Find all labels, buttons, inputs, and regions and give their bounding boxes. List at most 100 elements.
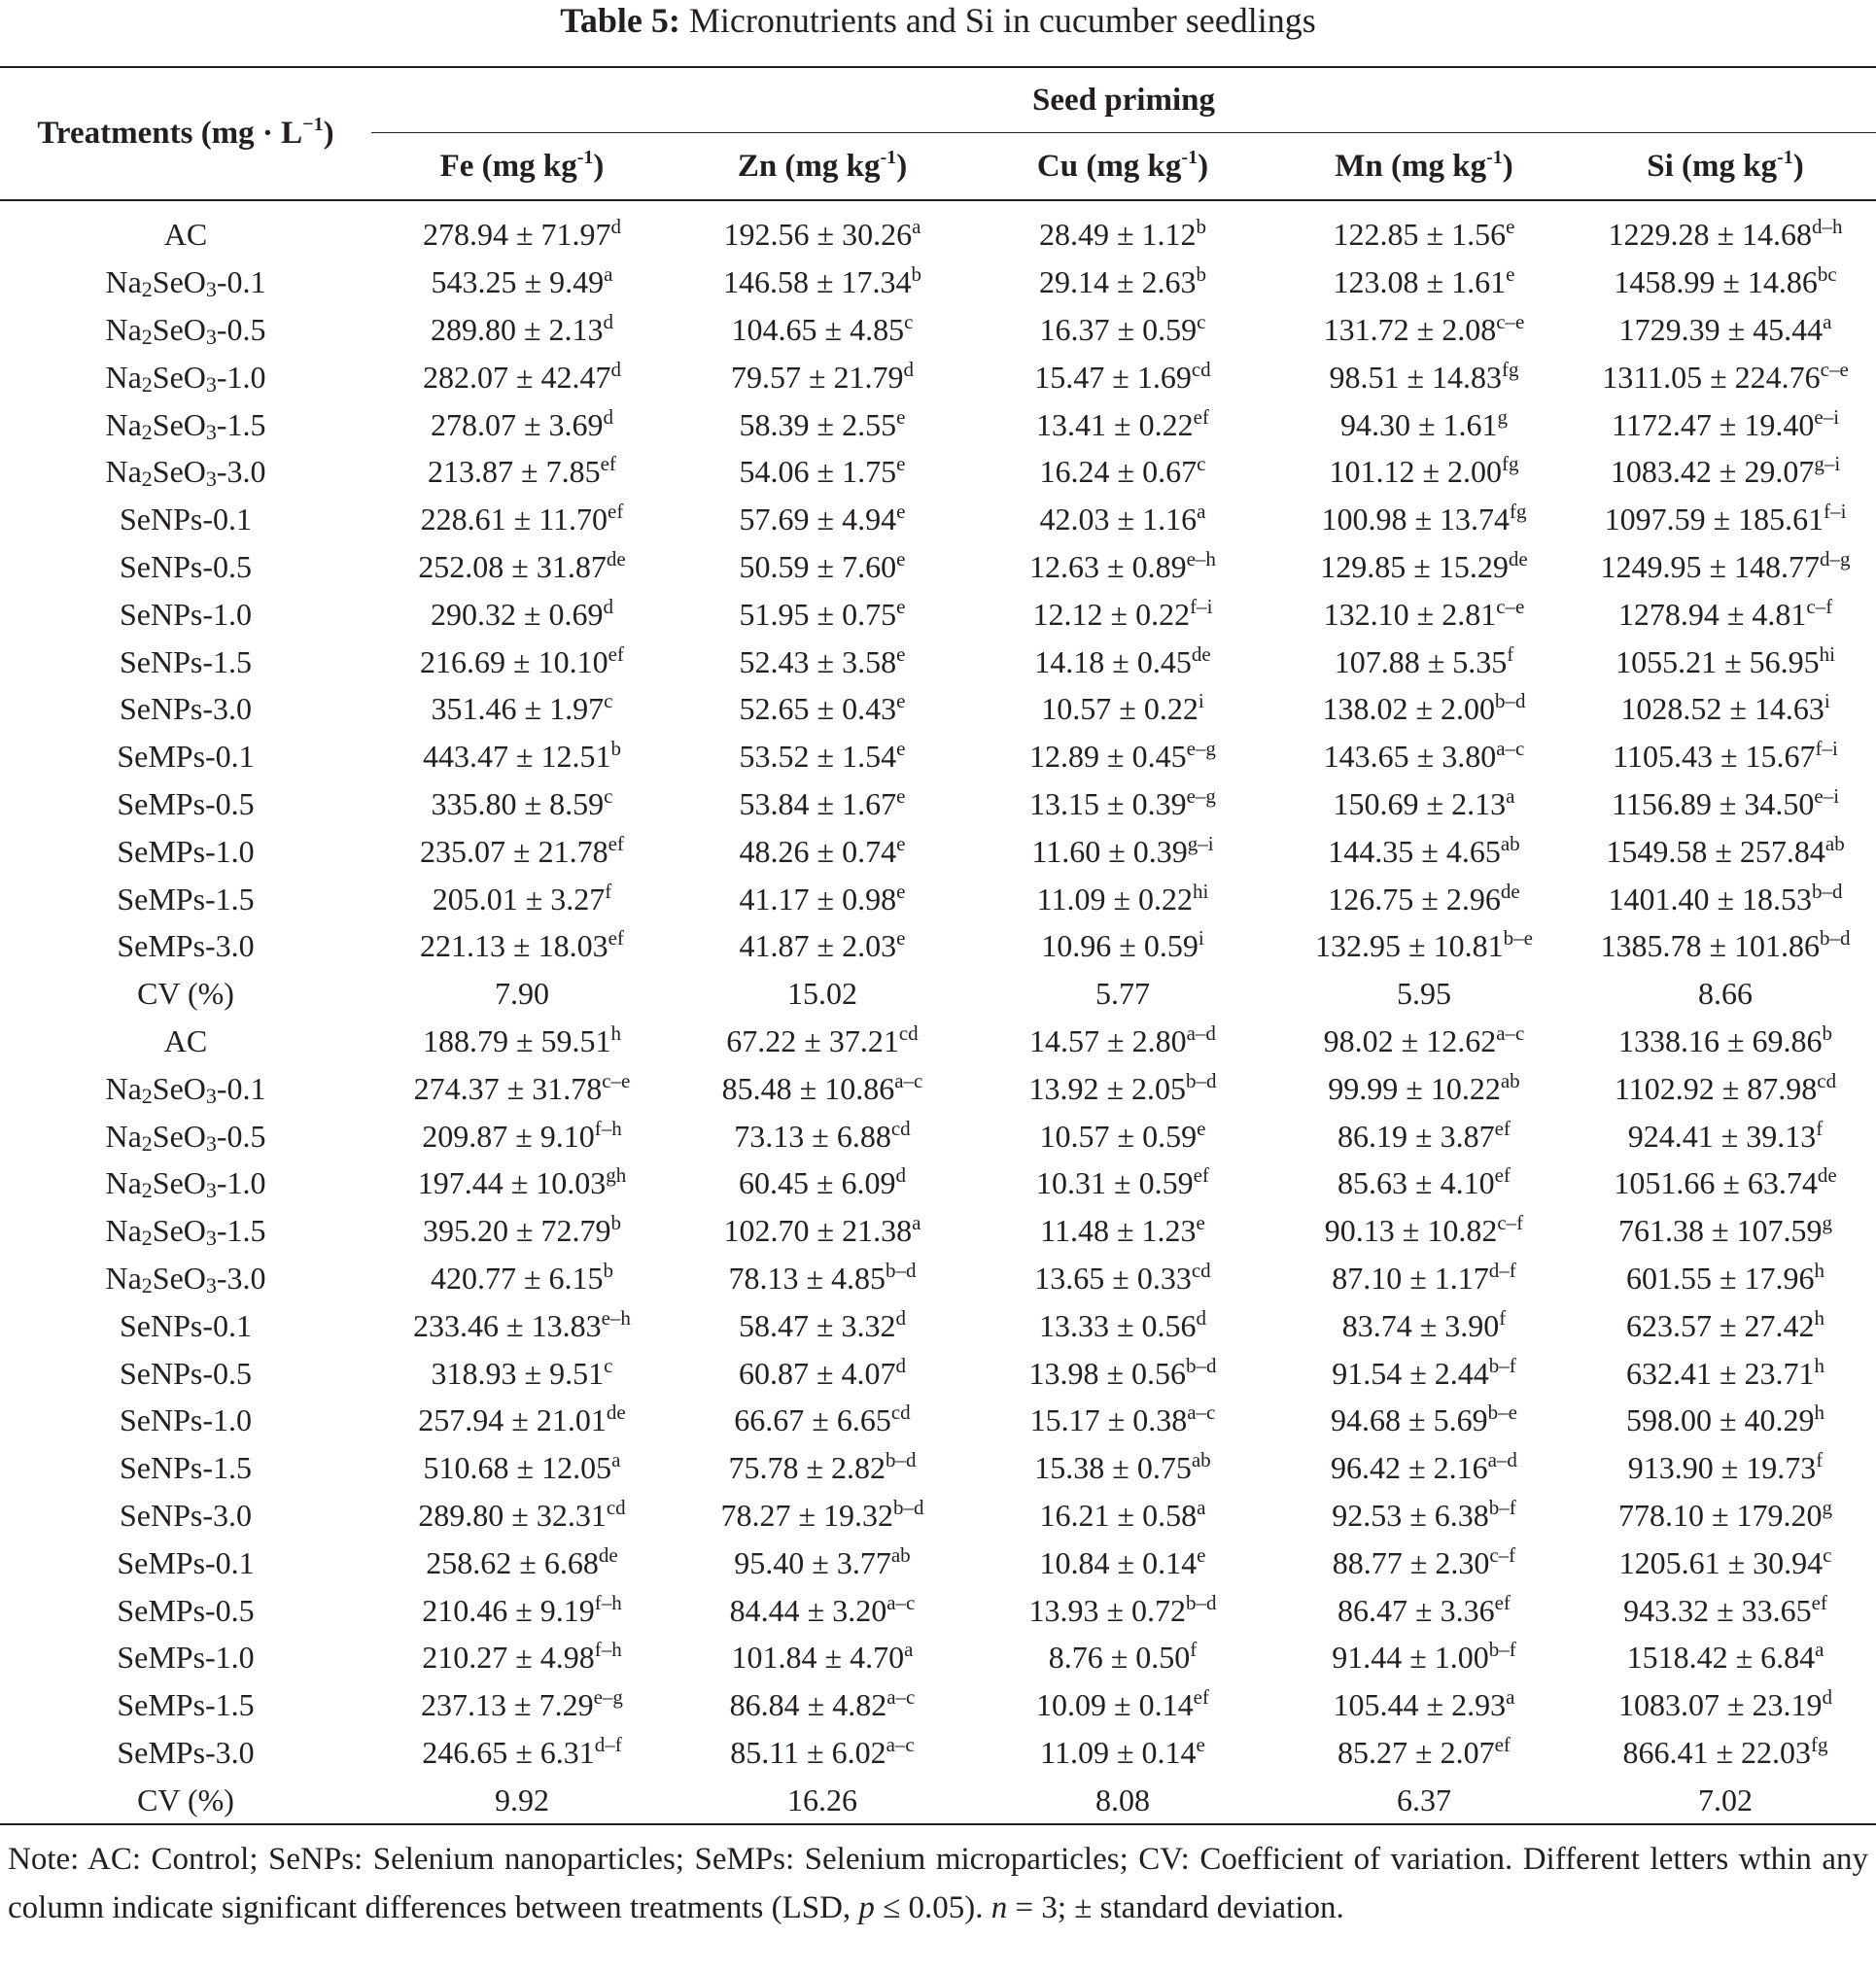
table-row: SeNPs-1.5 510.68 ± 12.05a 75.78 ± 2.82b–d 1…: [0, 1444, 1876, 1492]
table-row: SeNPs-0.5 252.08 ± 31.87de 50.59 ± 7.60e 12…: [0, 543, 1876, 591]
value-cell: 85.27 ± 2.07ef: [1338, 1732, 1511, 1770]
value-cell: 188.79 ± 59.51h: [422, 1021, 622, 1058]
value-cell: 233.46 ± 13.83e–h: [413, 1305, 631, 1343]
value-cell: 205.01 ± 3.27f: [432, 879, 612, 917]
value-cell: 1311.05 ± 224.76c–e: [1602, 357, 1849, 395]
treatment-cell: SeNPs-0.1: [119, 1307, 252, 1343]
value-cell: 85.63 ± 4.10ef: [1338, 1163, 1511, 1201]
header-treatments: Treatments (mg · L−1): [0, 66, 371, 201]
value-cell: 123.08 ± 1.61e: [1333, 262, 1515, 300]
value-cell: 85.48 ± 10.86a–c: [721, 1068, 923, 1106]
value-cell: 98.51 ± 14.83fg: [1329, 357, 1519, 395]
treatment-cell: Na2SeO3-1.0: [105, 359, 266, 397]
value-cell: 95.40 ± 3.77ab: [734, 1542, 911, 1580]
treatment-cell: CV (%): [137, 976, 234, 1012]
value-cell: 11.09 ± 0.14e: [1040, 1732, 1205, 1770]
table-row: SeMPs-1.5 205.01 ± 3.27f 41.17 ± 0.98e 11.0…: [0, 875, 1876, 922]
value-cell: 96.42 ± 2.16a–d: [1331, 1448, 1517, 1486]
treatment-cell: SeNPs-0.5: [119, 1355, 252, 1391]
value-cell: 16.26: [673, 1776, 972, 1826]
value-cell: 16.21 ± 0.58a: [1039, 1495, 1206, 1533]
treatment-cell: SeNPs-1.5: [119, 643, 252, 679]
value-cell: 8.66: [1698, 976, 1754, 1012]
table-row: AC 278.94 ± 71.97d 192.56 ± 30.26a 28.49 ± …: [0, 200, 1876, 259]
value-cell: 11.09 ± 0.22hi: [1036, 879, 1209, 917]
value-cell: 761.38 ± 107.59g: [1617, 1211, 1833, 1249]
table-row: SeNPs-1.5 216.69 ± 10.10ef 52.43 ± 3.58e 14…: [0, 638, 1876, 685]
value-cell: 90.13 ± 10.82c–f: [1324, 1211, 1524, 1249]
value-cell: 78.13 ± 4.85b–d: [728, 1258, 917, 1296]
treatment-cell: SeNPs-1.0: [119, 596, 252, 632]
value-cell: 60.45 ± 6.09d: [738, 1163, 907, 1201]
value-cell: 1055.21 ± 56.95hi: [1615, 641, 1835, 679]
value-cell: 143.65 ± 3.80a–c: [1323, 737, 1525, 775]
value-cell: 10.09 ± 0.14ef: [1036, 1685, 1209, 1723]
value-cell: 1083.42 ± 29.07g–i: [1610, 452, 1841, 490]
value-cell: 41.17 ± 0.98e: [739, 879, 906, 917]
treatment-cell: SeMPs-0.1: [117, 739, 255, 775]
treatment-cell: SeMPs-1.0: [117, 833, 255, 869]
treatment-cell: SeMPs-1.5: [117, 1687, 255, 1723]
treatment-cell: SeMPs-3.0: [117, 928, 255, 964]
value-cell: 443.47 ± 12.51b: [422, 737, 622, 775]
value-cell: 86.19 ± 3.87ef: [1338, 1116, 1511, 1154]
value-cell: 99.99 ± 10.22ab: [1328, 1068, 1520, 1106]
value-cell: 1083.07 ± 23.19d: [1617, 1685, 1833, 1723]
value-cell: 15.17 ± 0.38a–c: [1029, 1401, 1216, 1438]
value-cell: 197.44 ± 10.03gh: [417, 1163, 627, 1201]
value-cell: 12.12 ± 0.22f–i: [1032, 594, 1213, 632]
treatment-cell: Na2SeO3-0.1: [105, 264, 266, 302]
value-cell: 91.54 ± 2.44b–f: [1332, 1353, 1516, 1391]
treatment-cell: Na2SeO3-1.5: [105, 406, 266, 444]
value-cell: 221.13 ± 18.03ef: [420, 926, 624, 964]
value-cell: 943.32 ± 33.65ef: [1623, 1590, 1827, 1628]
table-note: Note: AC: Control; SeNPs: Selenium nanop…: [8, 1842, 1868, 1925]
value-cell: 73.13 ± 6.88cd: [734, 1116, 911, 1154]
table-row: Na2SeO3-3.0 213.87 ± 7.85ef 54.06 ± 1.75e 1…: [0, 448, 1876, 496]
column-header: Zn (mg kg-1): [673, 132, 972, 201]
value-cell: 94.30 ± 1.61g: [1339, 404, 1509, 442]
value-cell: 101.12 ± 2.00fg: [1329, 452, 1519, 490]
value-cell: 1729.39 ± 45.44a: [1618, 309, 1832, 347]
value-cell: 1338.16 ± 69.86b: [1617, 1021, 1833, 1058]
table-row: SeMPs-1.5 237.13 ± 7.29e–g 86.84 ± 4.82a–c…: [0, 1681, 1876, 1729]
value-cell: 144.35 ± 4.65ab: [1328, 831, 1520, 869]
value-cell: 11.60 ± 0.39g–i: [1031, 831, 1214, 869]
value-cell: 79.57 ± 21.79d: [730, 357, 915, 395]
value-cell: 41.87 ± 2.03e: [739, 926, 906, 964]
value-cell: 6.37: [1273, 1776, 1575, 1826]
table-row: SeMPs-0.1 443.47 ± 12.51b 53.52 ± 1.54e 12.…: [0, 733, 1876, 780]
value-cell: 210.27 ± 4.98f–h: [422, 1638, 622, 1676]
value-cell: 16.24 ± 0.67c: [1039, 452, 1206, 490]
value-cell: 85.11 ± 6.02a–c: [730, 1732, 915, 1770]
value-cell: 395.20 ± 72.79b: [422, 1211, 622, 1249]
value-cell: 107.88 ± 5.35f: [1334, 641, 1514, 679]
value-cell: 290.32 ± 0.69d: [430, 594, 614, 632]
value-cell: 10.96 ± 0.59i: [1041, 926, 1204, 964]
table-row: SeMPs-0.5 335.80 ± 8.59c 53.84 ± 1.67e 13.1…: [0, 780, 1876, 828]
value-cell: 100.98 ± 13.74fg: [1321, 500, 1527, 537]
value-cell: 98.02 ± 12.62a–c: [1323, 1021, 1525, 1058]
value-cell: 913.90 ± 19.73f: [1627, 1448, 1824, 1486]
value-cell: 289.80 ± 32.31cd: [418, 1495, 626, 1533]
table-row: Na2SeO3-0.1 274.37 ± 31.78c–e 85.48 ± 10.8…: [0, 1064, 1876, 1112]
value-cell: 51.95 ± 0.75e: [739, 594, 906, 632]
table-row: Na2SeO3-0.1 543.25 ± 9.49a 146.58 ± 17.34b…: [0, 259, 1876, 306]
value-cell: 101.84 ± 4.70a: [731, 1638, 914, 1676]
table-row: SeMPs-0.5 210.46 ± 9.19f–h 84.44 ± 3.20a–c…: [0, 1586, 1876, 1634]
value-cell: 138.02 ± 2.00b–d: [1322, 689, 1526, 727]
table-row: Na2SeO3-0.5 209.87 ± 9.10f–h 73.13 ± 6.88c…: [0, 1112, 1876, 1159]
value-cell: 228.61 ± 11.70ef: [420, 500, 624, 537]
value-cell: 1229.28 ± 14.68d–h: [1608, 215, 1843, 253]
treatment-cell: SeMPs-1.5: [117, 881, 255, 917]
value-cell: 246.65 ± 6.31d–f: [422, 1732, 622, 1770]
value-cell: 1051.66 ± 63.74de: [1614, 1163, 1837, 1201]
value-cell: 132.95 ± 10.81b–e: [1315, 926, 1533, 964]
table-row: Na2SeO3-1.5 395.20 ± 72.79b 102.70 ± 21.38…: [0, 1207, 1876, 1255]
value-cell: 87.10 ± 1.17d–f: [1332, 1258, 1516, 1296]
table-row: SeNPs-1.0 257.94 ± 21.01de 66.67 ± 6.65cd 1…: [0, 1397, 1876, 1444]
treatment-cell: AC: [163, 217, 208, 253]
value-cell: 48.26 ± 0.74e: [739, 831, 906, 869]
value-cell: 13.41 ± 0.22ef: [1036, 404, 1209, 442]
